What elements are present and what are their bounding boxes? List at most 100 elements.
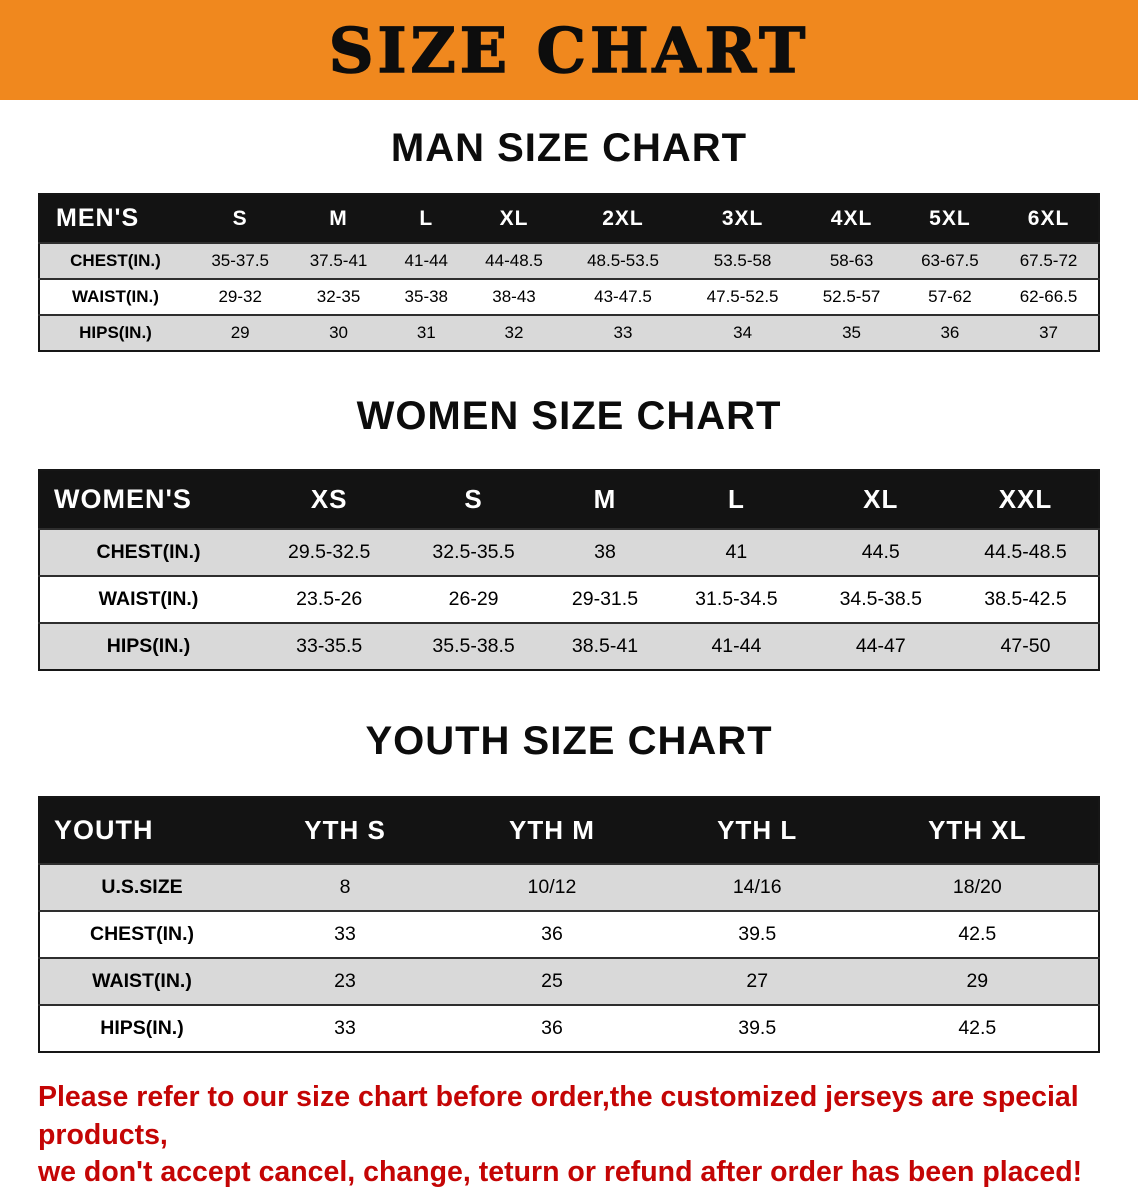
size-value-cell: 27	[746, 970, 769, 992]
footer-note: Please refer to our size chart before or…	[0, 1079, 1138, 1192]
size-value-cell: 44.5-48.5	[984, 541, 1067, 563]
youth-size-table: YOUTH YTH S YTH M YTH L YTH XL U.S.SIZE 8 10/12…	[38, 796, 1100, 1053]
youth-size-chart-heading: YOUTH SIZE CHART	[365, 719, 773, 763]
size-value-cell: 42.5	[958, 923, 997, 945]
size-column-header: YTH XL	[856, 797, 1099, 864]
size-column-header: 6XL	[999, 194, 1099, 243]
men-size-table: MEN'S S M L XL 2XL 3XL 4XL 5XL 6XL CHEST(IN.) 35-37…	[38, 193, 1100, 352]
women-table-title: WOMEN'S	[39, 470, 257, 529]
size-column-header: S	[401, 470, 546, 529]
size-value-cell: 44.5	[861, 541, 900, 563]
size-value-cell: 29.5-32.5	[287, 541, 371, 563]
size-value-cell: 35	[842, 323, 862, 342]
women-table-body: CHEST(IN.) 29.5-32.5 32.5-35.5 38 41 44.5 44.5…	[39, 529, 1099, 670]
size-column-header: YTH L	[657, 797, 857, 864]
size-column-header: 2XL	[563, 194, 683, 243]
size-value-cell: 38-43	[492, 287, 536, 306]
disclaimer-line-2: we don't accept cancel, change, teturn o…	[38, 1156, 1083, 1189]
size-value-cell: 44-48.5	[485, 251, 543, 270]
size-value-cell: 31	[416, 323, 436, 342]
women-size-section: WOMEN SIZE CHART WOMEN'S XS S M L XL XXL CHEST(…	[0, 394, 1138, 671]
size-value-cell: 35-38	[404, 287, 449, 306]
measurement-row: CHEST(IN.) 33 36 39.5 42.5	[39, 911, 1099, 958]
size-column-header: M	[545, 470, 665, 529]
size-value-cell: 58-63	[829, 251, 874, 270]
size-column-header: 4XL	[802, 194, 901, 243]
banner: SIZE CHART	[0, 0, 1138, 100]
size-value-cell: 57-62	[928, 287, 972, 306]
size-value-cell: 53.5-58	[713, 251, 772, 270]
size-value-cell: 39.5	[738, 923, 777, 945]
size-value-cell: 63-67.5	[921, 251, 979, 270]
size-value-cell: 52.5-57	[822, 287, 881, 306]
size-value-cell: 33-35.5	[296, 635, 363, 657]
size-value-cell: 37	[1039, 323, 1058, 342]
row-label: CHEST(IN.)	[90, 923, 194, 945]
measurement-row: HIPS(IN.) 29 30 31 32 33 34 35 36 37	[39, 315, 1099, 351]
youth-table-title: YOUTH	[39, 797, 244, 864]
size-value-cell: 41	[725, 541, 748, 563]
measurement-row: WAIST(IN.) 23.5-26 26-29 29-31.5 31.5-34.5 34…	[39, 576, 1099, 623]
row-label: WAIST(IN.)	[92, 970, 192, 992]
size-value-cell: 26-29	[448, 588, 499, 610]
size-value-cell: 38.5-42.5	[984, 588, 1067, 610]
size-column-header: L	[664, 470, 809, 529]
row-label: CHEST(IN.)	[70, 251, 161, 270]
size-value-cell: 18/20	[952, 876, 1002, 898]
disclaimer-line-1: Please refer to our size chart before or…	[38, 1081, 1079, 1151]
size-value-cell: 38.5-41	[571, 635, 639, 657]
women-header-row: WOMEN'S XS S M L XL XXL	[39, 470, 1099, 529]
size-value-cell: 37.5-41	[309, 251, 368, 270]
size-value-cell: 29-31.5	[571, 588, 639, 610]
size-value-cell: 36	[940, 323, 960, 342]
measurement-row: WAIST(IN.) 23 25 27 29	[39, 958, 1099, 1005]
size-value-cell: 31.5-34.5	[695, 588, 778, 610]
men-table-title: MEN'S	[39, 194, 191, 243]
size-value-cell: 23.5-26	[296, 588, 363, 610]
size-value-cell: 23	[334, 970, 356, 992]
size-value-cell: 29-32	[218, 287, 262, 306]
size-value-cell: 44-47	[855, 635, 906, 657]
size-column-header: YTH M	[446, 797, 658, 864]
men-table-body: CHEST(IN.) 35-37.5 37.5-41 41-44 44-48.5 48.5…	[39, 243, 1099, 351]
measurement-row: CHEST(IN.) 35-37.5 37.5-41 41-44 44-48.5 48.5…	[39, 243, 1099, 279]
women-table-head: WOMEN'S XS S M L XL XXL	[39, 470, 1099, 529]
size-value-cell: 33	[334, 923, 356, 945]
size-value-cell: 25	[541, 970, 563, 992]
row-label: U.S.SIZE	[101, 876, 183, 898]
row-label: HIPS(IN.)	[106, 635, 191, 657]
size-value-cell: 36	[541, 923, 563, 945]
size-value-cell: 29	[966, 970, 989, 992]
size-value-cell: 42.5	[958, 1017, 997, 1039]
size-column-header: 3XL	[682, 194, 803, 243]
size-value-cell: 41-44	[404, 251, 449, 270]
youth-table-head: YOUTH YTH S YTH M YTH L YTH XL	[39, 797, 1099, 864]
size-column-header: XS	[257, 470, 402, 529]
size-value-cell: 32	[504, 323, 524, 342]
size-column-header: XL	[808, 470, 953, 529]
page-title: SIZE CHART	[328, 13, 810, 88]
size-column-header: 5XL	[900, 194, 1000, 243]
youth-table-body: U.S.SIZE 8 10/12 14/16 18/20 CHEST(IN.) 33 36 39…	[39, 864, 1099, 1052]
size-value-cell: 41-44	[711, 635, 762, 657]
youth-header-row: YOUTH YTH S YTH M YTH L YTH XL	[39, 797, 1099, 864]
youth-size-section: YOUTH SIZE CHART YOUTH YTH S YTH M YTH L YTH…	[0, 719, 1138, 1053]
size-value-cell: 67.5-72	[1019, 251, 1078, 270]
size-value-cell: 33	[334, 1017, 356, 1039]
size-value-cell: 30	[329, 323, 348, 342]
size-value-cell: 48.5-53.5	[587, 251, 659, 270]
size-value-cell: 34	[733, 323, 753, 342]
size-value-cell: 38	[594, 541, 616, 563]
size-value-cell: 8	[339, 876, 351, 898]
size-value-cell: 62-66.5	[1019, 287, 1078, 306]
measurement-row: HIPS(IN.) 33 36 39.5 42.5	[39, 1005, 1099, 1052]
size-value-cell: 34.5-38.5	[839, 588, 922, 610]
size-value-cell: 47.5-52.5	[706, 287, 779, 306]
men-table-head: MEN'S S M L XL 2XL 3XL 4XL 5XL 6XL	[39, 194, 1099, 243]
size-value-cell: 35-37.5	[211, 251, 270, 270]
size-column-header: XL	[464, 194, 564, 243]
measurement-row: CHEST(IN.) 29.5-32.5 32.5-35.5 38 41 44.5 44.5…	[39, 529, 1099, 576]
row-label: WAIST(IN.)	[98, 588, 199, 610]
size-column-header: YTH S	[244, 797, 447, 864]
women-size-chart-heading: WOMEN SIZE CHART	[356, 394, 782, 438]
